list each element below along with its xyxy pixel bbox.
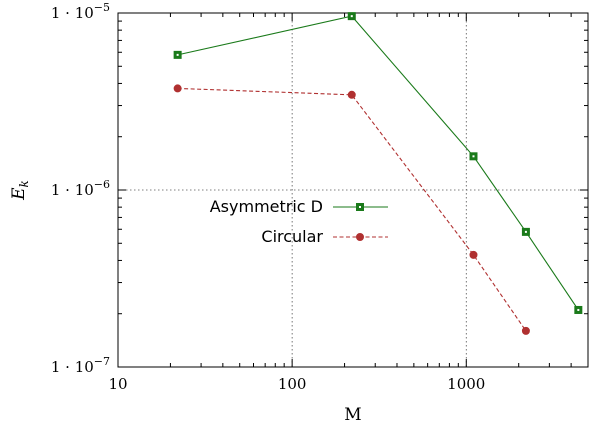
data-point <box>521 326 530 335</box>
data-point-center <box>577 308 580 311</box>
x-tick-label: 100 <box>278 375 307 393</box>
legend: Asymmetric D Circular <box>210 197 388 246</box>
legend-label: Asymmetric D <box>210 197 323 216</box>
data-point <box>173 84 182 93</box>
legend-marker-center <box>359 206 361 208</box>
data-point-center <box>350 15 353 18</box>
data-point <box>469 250 478 259</box>
data-point <box>347 90 356 99</box>
data-point-center <box>176 53 179 56</box>
series-line <box>177 87 527 332</box>
y-tick-label: 1 · 10−7 <box>51 355 110 376</box>
plot-frame <box>117 12 589 368</box>
series-circular <box>173 84 530 335</box>
data-point-center <box>524 230 527 233</box>
tick-layer: 10 100 1000 1 · 10−7 1 · 10−6 1 · 10−5 <box>51 1 588 393</box>
x-axis-title: M <box>344 405 361 425</box>
series-line <box>177 15 579 311</box>
series-asymmetric-d <box>173 12 583 314</box>
series-layer <box>173 12 583 335</box>
y-tick-label: 1 · 10−5 <box>51 1 110 22</box>
grid-layer <box>118 13 588 367</box>
y-tick-label: 1 · 10−6 <box>51 178 110 199</box>
x-tick-label: 10 <box>108 375 127 393</box>
legend-marker <box>356 233 364 241</box>
data-point-center <box>472 155 475 158</box>
x-tick-label: 1000 <box>447 375 485 393</box>
legend-label: Circular <box>261 227 323 246</box>
y-axis-title: Ek <box>9 180 31 201</box>
